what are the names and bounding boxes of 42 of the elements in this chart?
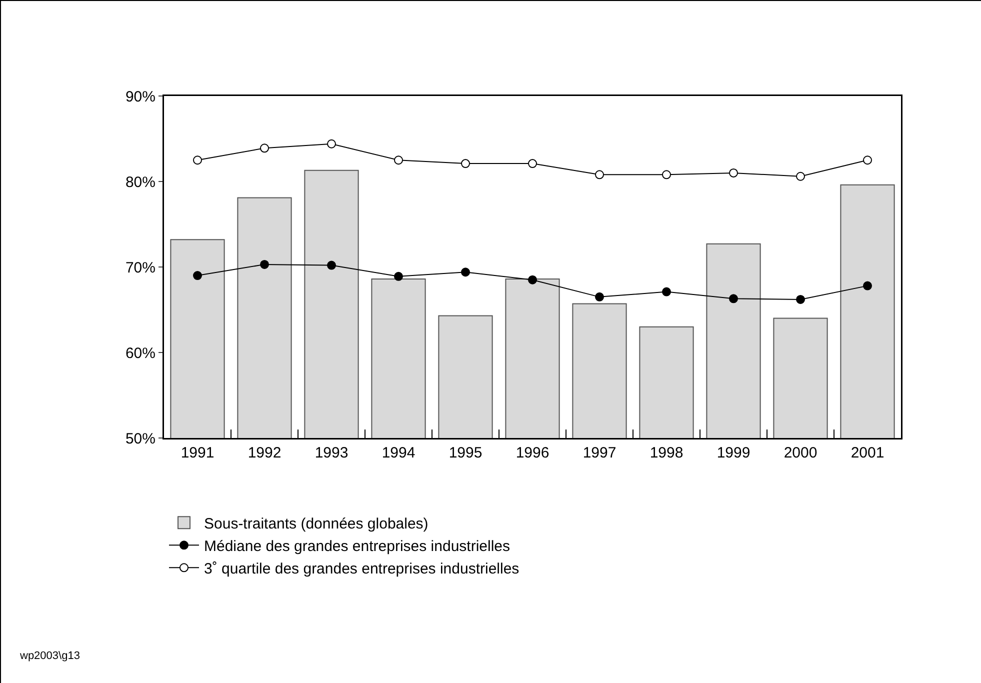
x-tick-label: 1999 xyxy=(716,444,750,462)
legend-label: 3˚ quartile des grandes entreprises industrielles xyxy=(204,560,520,578)
point xyxy=(193,156,202,165)
point xyxy=(595,292,604,302)
legend-label: Médiane des grandes entreprises industrielles xyxy=(204,538,510,555)
point xyxy=(528,159,537,168)
x-tick-label: 2001 xyxy=(850,444,884,462)
point xyxy=(260,260,269,269)
x-tick-label: 1994 xyxy=(382,444,416,462)
x-tick-label: 1993 xyxy=(314,444,348,462)
y-tick-label: 50% xyxy=(125,430,156,448)
x-tick-label: 1998 xyxy=(650,444,684,462)
point xyxy=(327,139,336,148)
point xyxy=(863,281,872,290)
point xyxy=(662,170,671,180)
point xyxy=(595,170,604,180)
x-tick-label: 1995 xyxy=(448,444,482,462)
y-tick-label: 70% xyxy=(125,259,156,276)
point xyxy=(394,272,403,281)
point xyxy=(461,159,470,168)
legend-label: Sous-traitants (données globales) xyxy=(204,516,428,532)
point xyxy=(729,168,738,178)
point xyxy=(327,260,336,270)
point xyxy=(796,294,805,304)
text: wp2003\g13 xyxy=(19,650,80,662)
point xyxy=(260,144,269,153)
point xyxy=(528,275,537,284)
point xyxy=(796,172,805,181)
point xyxy=(863,156,872,165)
point xyxy=(193,271,202,280)
point xyxy=(662,287,671,296)
x-tick-label: 1992 xyxy=(248,444,282,462)
y-tick-label: 90% xyxy=(125,88,156,106)
y-tick-label: 60% xyxy=(125,344,156,362)
point xyxy=(394,156,403,165)
x-tick-label: 1991 xyxy=(180,444,214,462)
point xyxy=(461,268,470,277)
x-tick-label: 1996 xyxy=(516,444,550,462)
x-tick-label: 2000 xyxy=(784,444,818,462)
y-tick-label: 80% xyxy=(125,174,156,191)
x-tick-label: 1997 xyxy=(582,444,616,462)
point xyxy=(729,294,738,304)
